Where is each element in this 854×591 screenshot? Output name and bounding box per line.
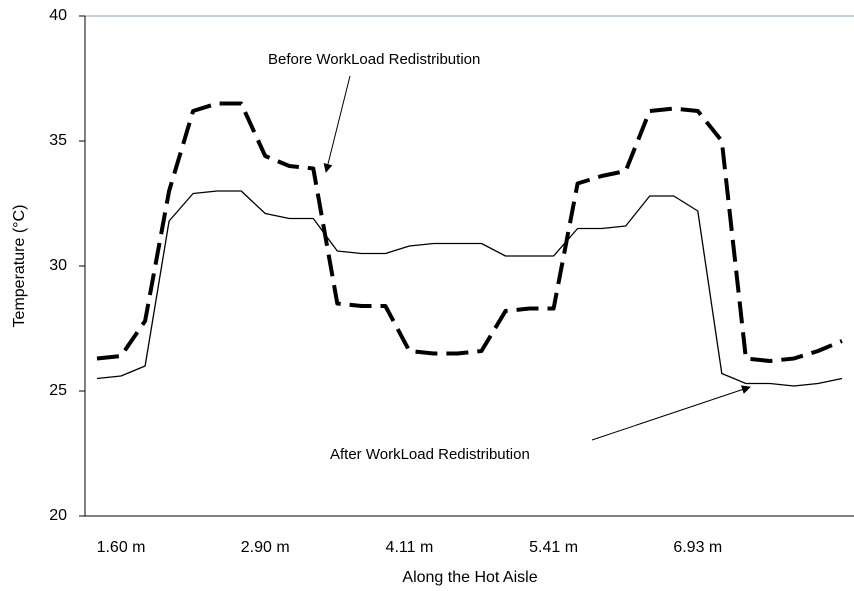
x-tick-label: 1.60 m <box>97 539 146 556</box>
x-tick-label: 2.90 m <box>241 539 290 556</box>
x-tick-label: 5.41 m <box>529 539 578 556</box>
y-axis-label: Temperature (°C) <box>11 205 28 328</box>
annotation-arrow <box>323 75 351 173</box>
x-tick-label: 4.11 m <box>386 539 434 556</box>
y-tick-label: 40 <box>49 7 67 24</box>
annotation: Before WorkLoad Redistribution <box>268 51 480 68</box>
x-tick-label: 6.93 m <box>673 539 722 556</box>
annotation: After WorkLoad Redistribution <box>330 446 530 463</box>
x-axis-label: Along the Hot Aisle <box>402 569 537 586</box>
y-tick-label: 25 <box>49 382 67 399</box>
y-tick-label: 35 <box>49 132 67 149</box>
line-series <box>96 190 843 387</box>
y-tick-label: 20 <box>49 507 67 524</box>
y-tick-label: 30 <box>49 257 67 274</box>
line-series <box>96 101 843 363</box>
annotation-arrow <box>591 385 751 441</box>
